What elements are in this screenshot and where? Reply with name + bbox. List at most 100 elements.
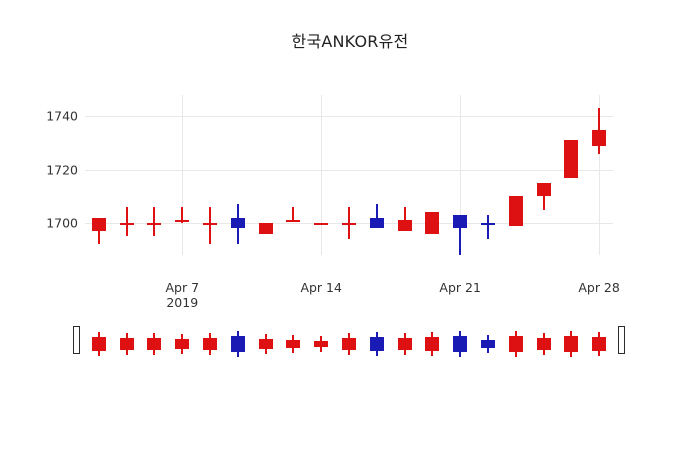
candlestick-body xyxy=(91,217,106,231)
gridline-horizontal xyxy=(85,116,613,118)
volume-bar[interactable] xyxy=(536,300,551,372)
candlestick-wick xyxy=(125,207,128,237)
volume-bar[interactable] xyxy=(91,300,106,372)
gridline-vertical xyxy=(460,95,462,255)
candlestick-body xyxy=(592,129,607,146)
range-marker-left[interactable] xyxy=(73,326,80,354)
candlestick-body xyxy=(230,217,245,229)
candlestick-body xyxy=(203,223,218,225)
volume-bar[interactable] xyxy=(508,300,523,372)
volume-bar[interactable] xyxy=(119,300,134,372)
y-axis-labels: 1700 1720 1740 xyxy=(10,95,78,255)
volume-bar[interactable] xyxy=(397,300,412,372)
candlestick[interactable] xyxy=(425,95,440,255)
volume-bar-body xyxy=(147,338,162,350)
x-axis-tick-date: Apr 21 xyxy=(439,280,481,295)
candlestick-body xyxy=(453,215,468,229)
candlestick-wick xyxy=(209,207,212,245)
candlestick-body xyxy=(314,223,329,225)
candlestick[interactable] xyxy=(564,95,579,255)
candlestick-body xyxy=(119,223,134,225)
volume-bar[interactable] xyxy=(258,300,273,372)
candlestick[interactable] xyxy=(342,95,356,255)
candlestick[interactable] xyxy=(397,95,412,255)
candlestick-body xyxy=(286,220,301,223)
candlestick[interactable] xyxy=(230,95,245,255)
volume-bar-body xyxy=(175,339,190,349)
candlestick[interactable] xyxy=(453,95,468,255)
gridline-horizontal xyxy=(85,169,613,171)
candlestick[interactable] xyxy=(119,95,134,255)
candlestick-body xyxy=(258,223,273,234)
candlestick-wick xyxy=(403,207,406,231)
volume-bar-body xyxy=(258,339,273,349)
candlestick[interactable] xyxy=(508,95,523,255)
x-axis-tick-label: Apr 7 2019 xyxy=(122,280,242,310)
candlestick-wick xyxy=(181,207,184,223)
price-panel xyxy=(85,95,613,255)
candlestick-body xyxy=(397,220,412,231)
volume-bar[interactable] xyxy=(592,300,607,372)
candlestick-wick xyxy=(375,204,378,229)
page-title: 한국ANKOR유전 xyxy=(291,32,409,51)
volume-bar-body xyxy=(91,336,106,352)
range-marker-right[interactable] xyxy=(618,326,625,354)
y-axis-tick-label: 1740 xyxy=(46,108,78,124)
volume-bar[interactable] xyxy=(230,300,245,372)
volume-bar-body xyxy=(592,337,607,351)
candlestick-body xyxy=(536,183,551,197)
volume-bar[interactable] xyxy=(203,300,218,372)
x-axis-tick-label: Apr 14 xyxy=(261,280,381,295)
volume-bar-body xyxy=(564,336,579,352)
candlestick[interactable] xyxy=(258,95,273,255)
candlestick[interactable] xyxy=(480,95,495,255)
x-axis-tick-date: Apr 7 xyxy=(165,280,200,295)
y-axis-tick-label: 1720 xyxy=(46,162,78,178)
volume-bar-body xyxy=(536,337,551,351)
volume-bar[interactable] xyxy=(342,300,356,372)
candlestick[interactable] xyxy=(147,95,162,255)
volume-bar-body xyxy=(286,340,301,348)
candlestick-wick xyxy=(153,207,156,237)
y-axis-tick-label: 1700 xyxy=(46,215,78,231)
candlestick[interactable] xyxy=(286,95,301,255)
volume-bar-body xyxy=(425,336,440,352)
candlestick-body xyxy=(480,223,495,225)
candlestick-body xyxy=(425,212,440,234)
volume-panel xyxy=(73,300,625,372)
candlestick[interactable] xyxy=(536,95,551,255)
x-axis-tick-date: Apr 28 xyxy=(578,280,620,295)
volume-bar-body xyxy=(453,336,468,352)
volume-bar[interactable] xyxy=(175,300,190,372)
volume-bar[interactable] xyxy=(564,300,579,372)
candlestick-wick xyxy=(292,207,295,221)
volume-bar[interactable] xyxy=(480,300,495,372)
volume-bar-body xyxy=(203,337,218,351)
volume-bar[interactable] xyxy=(314,300,329,372)
candlestick[interactable] xyxy=(314,95,329,255)
volume-bar[interactable] xyxy=(286,300,301,372)
candlestick[interactable] xyxy=(175,95,190,255)
x-axis-tick-year: 2019 xyxy=(166,295,199,310)
gridline-vertical xyxy=(599,95,601,255)
candlestick-body xyxy=(175,220,190,223)
candlestick[interactable] xyxy=(91,95,106,255)
candlestick[interactable] xyxy=(369,95,384,255)
volume-bar[interactable] xyxy=(147,300,162,372)
volume-bar[interactable] xyxy=(425,300,440,372)
candlestick[interactable] xyxy=(592,95,607,255)
volume-bar[interactable] xyxy=(453,300,468,372)
volume-bar-body xyxy=(230,336,245,352)
x-axis-labels: Apr 7 2019 Apr 14 Apr 21 Apr 28 xyxy=(85,280,619,316)
volume-bar-body xyxy=(119,338,134,350)
candlestick[interactable] xyxy=(203,95,218,255)
candlestick-wick xyxy=(459,215,462,255)
volume-bar[interactable] xyxy=(369,300,384,372)
volume-bar-body xyxy=(342,338,356,350)
candlestick-body xyxy=(508,196,523,226)
gridline-vertical xyxy=(182,95,184,255)
candlestick-wick xyxy=(97,217,100,245)
volume-bar-body xyxy=(397,338,412,350)
x-axis-tick-label: Apr 28 xyxy=(539,280,659,295)
